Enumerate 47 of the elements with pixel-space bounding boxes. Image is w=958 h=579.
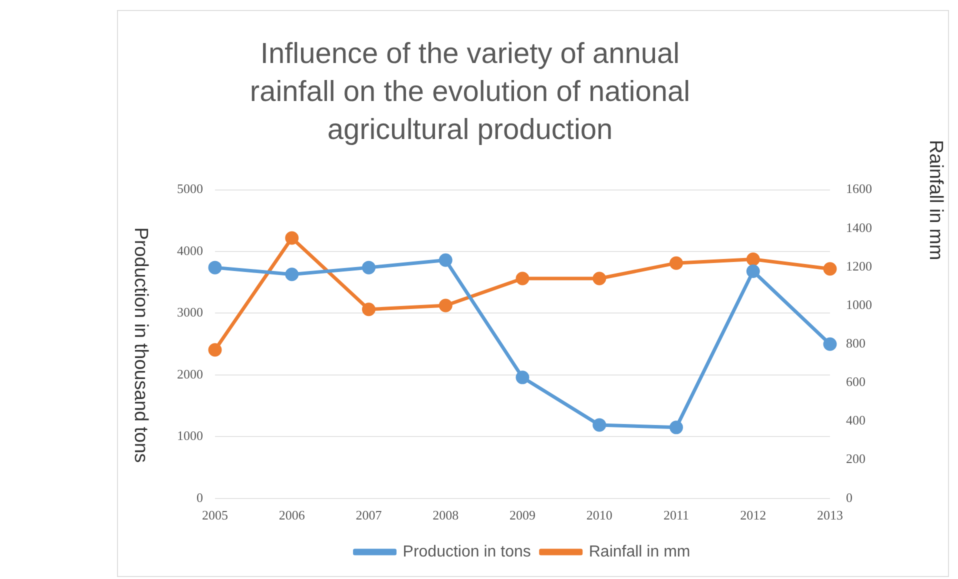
point — [438, 253, 452, 267]
x-tick-label: 2010 — [586, 508, 612, 523]
point — [208, 260, 222, 274]
point — [516, 370, 530, 384]
x-tick-label: 2007 — [356, 508, 382, 523]
y2-tick-label: 1200 — [846, 258, 872, 274]
y2-tick-label: 0 — [846, 490, 852, 505]
legend-label: Rainfall in mm — [588, 543, 690, 560]
y2-tick-label: 1000 — [846, 296, 872, 312]
point — [362, 302, 376, 316]
x-tick-label: 2012 — [740, 508, 766, 523]
x-tick-label: 2006 — [278, 508, 306, 523]
y-tick-label: 3000 — [177, 304, 203, 320]
point — [823, 262, 837, 276]
y2-tick-label: 800 — [846, 336, 866, 351]
y2-tick-label: 600 — [846, 374, 866, 390]
y-axis-title: Production in thousand tons — [129, 227, 151, 463]
point — [592, 418, 606, 432]
x-tick-label: 2005 — [202, 508, 228, 523]
x-tick-label: 2008 — [432, 508, 459, 523]
point — [438, 298, 452, 312]
y2-axis-title: Rainfall in mm — [924, 140, 946, 260]
y-tick-label: 5000 — [177, 181, 203, 196]
point — [746, 252, 760, 266]
y-tick-label: 0 — [196, 490, 203, 505]
x-tick-label: 2009 — [510, 508, 536, 523]
y-tick-label: 4000 — [177, 242, 203, 258]
legend-label: Production in tons — [402, 543, 531, 560]
point — [285, 231, 299, 245]
point — [516, 272, 530, 286]
point — [670, 256, 683, 270]
y2-tick-label: 200 — [846, 451, 866, 466]
y-tick-label: 1000 — [177, 428, 203, 444]
point — [823, 337, 837, 351]
point — [746, 264, 760, 278]
point — [670, 420, 683, 434]
x-tick-label: 2011 — [663, 508, 690, 523]
y2-tick-label: 1600 — [846, 181, 872, 196]
y-tick-label: 2000 — [177, 366, 203, 382]
point — [285, 268, 299, 282]
y2-tick-label: 400 — [846, 412, 866, 428]
y2-tick-label: 1400 — [846, 220, 872, 235]
point — [592, 272, 606, 286]
chart-title: Influence of the variety of annual rainfall on the evolution of national agricultural production — [248, 37, 692, 148]
x-tick-label: 2013 — [817, 508, 843, 523]
point — [362, 260, 376, 274]
point — [208, 343, 222, 357]
